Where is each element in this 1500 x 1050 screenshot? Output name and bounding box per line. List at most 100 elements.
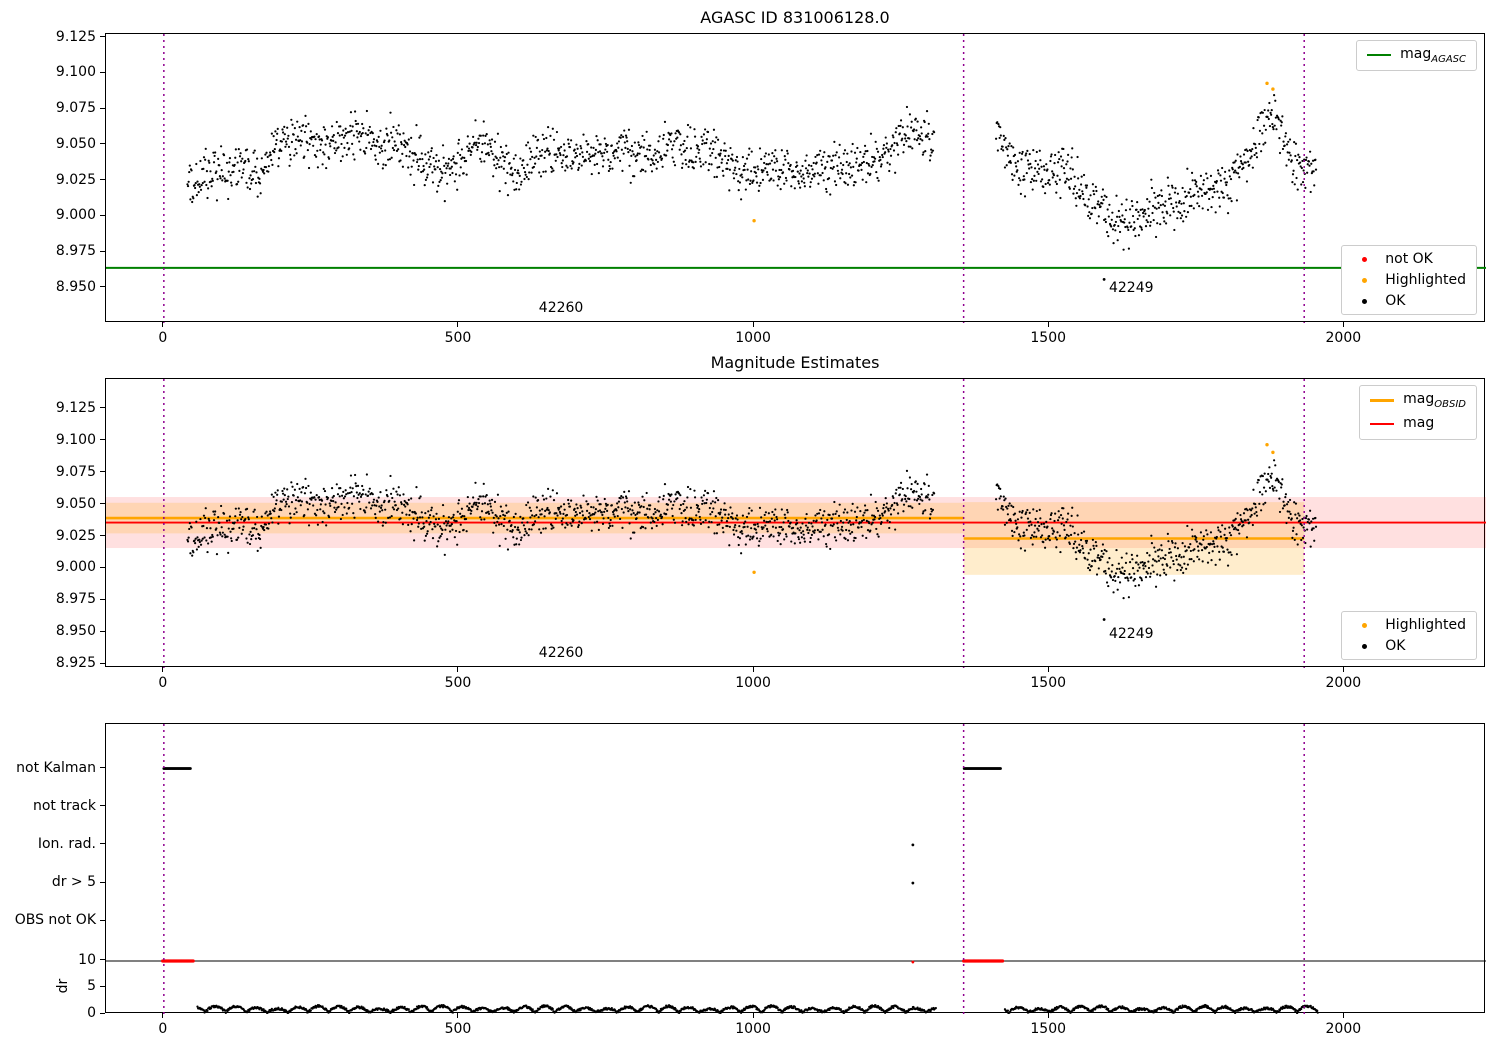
legend-entry: OK: [1352, 293, 1466, 309]
y-tick-label: 8.975: [55, 591, 96, 608]
y-tick-label: 8.925: [55, 655, 96, 672]
tick-mark: [100, 919, 105, 921]
x-tick-label: 1500: [1030, 330, 1067, 346]
obsid-label-42249: 42249: [1108, 279, 1154, 296]
tick-mark: [162, 322, 164, 327]
legend-mag-agasc: magAGASC: [1356, 40, 1477, 71]
y-tick-label: 9.025: [55, 171, 96, 188]
obsid-label-42249: 42249: [1108, 625, 1154, 642]
tick-mark: [100, 503, 105, 505]
tick-mark: [100, 71, 105, 73]
legend-label: OK: [1385, 638, 1406, 654]
legend-entry: Highlighted: [1352, 272, 1466, 288]
tick-mark: [1342, 1013, 1344, 1018]
y-tick-label: 8.950: [55, 278, 96, 295]
legend-entry: mag: [1370, 415, 1466, 434]
obsid-label-42260: 42260: [538, 644, 584, 661]
legend-label: Highlighted: [1385, 617, 1466, 633]
legend-label: Highlighted: [1385, 272, 1466, 288]
tick-mark: [100, 179, 105, 181]
tick-mark: [100, 143, 105, 145]
category-label: Ion. rad.: [37, 835, 96, 852]
tick-mark: [100, 1012, 105, 1014]
red-line-marker: [1370, 423, 1395, 426]
y-tick-label: 9.075: [55, 463, 96, 480]
x-tick-label: 500: [444, 675, 472, 691]
tick-mark: [100, 881, 105, 883]
tick-mark: [1047, 322, 1049, 327]
legend-label: OK: [1385, 293, 1406, 309]
tick-mark: [1342, 667, 1344, 672]
plot-title: AGASC ID 831006128.0: [700, 8, 890, 27]
y-tick-label: 9.050: [55, 135, 96, 152]
tick-mark: [100, 805, 105, 807]
dr-tick-label: 10: [78, 951, 96, 968]
tick-mark: [457, 667, 459, 672]
tick-mark: [752, 667, 754, 672]
obsid-label-42260: 42260: [538, 299, 584, 316]
y-tick-label: 9.125: [55, 28, 96, 45]
flags-plot: [105, 723, 1486, 1014]
dr-axis-label: dr: [55, 979, 71, 994]
tick-mark: [100, 598, 105, 600]
black-dot-marker: [1361, 643, 1367, 649]
legend-entry: Highlighted: [1352, 617, 1466, 633]
tick-mark: [1047, 1013, 1049, 1018]
legend-label: magAGASC: [1400, 46, 1466, 65]
x-tick-label: 1000: [735, 1021, 771, 1037]
x-tick-label: 1000: [735, 675, 771, 691]
category-label: OBS not OK: [14, 912, 96, 929]
tick-mark: [457, 1013, 459, 1018]
magnitude-plot-canvas: [106, 34, 1486, 323]
red-dot-marker: [1361, 256, 1367, 262]
tick-mark: [100, 535, 105, 537]
x-tick-label: 0: [158, 1021, 168, 1037]
tick-mark: [457, 322, 459, 327]
tick-mark: [1047, 667, 1049, 672]
x-tick-label: 0: [158, 330, 168, 346]
tick-mark: [162, 1013, 164, 1018]
y-tick-label: 9.100: [55, 64, 96, 81]
category-label: dr > 5: [51, 874, 96, 891]
x-tick-label: 500: [444, 1021, 472, 1037]
flags-plot-canvas: [106, 724, 1486, 1014]
dr-tick-label: 5: [87, 978, 96, 995]
legend-entry: not OK: [1352, 251, 1466, 267]
tick-mark: [100, 439, 105, 441]
tick-mark: [100, 959, 105, 961]
tick-mark: [100, 471, 105, 473]
legend-point-types: not OK Highlighted OK: [1341, 245, 1477, 315]
tick-mark: [752, 1013, 754, 1018]
legend-label: magOBSID: [1403, 391, 1466, 410]
y-tick-label: 9.025: [55, 527, 96, 544]
y-tick-label: 9.000: [55, 559, 96, 576]
legend-entry: magOBSID: [1370, 391, 1466, 410]
tick-mark: [162, 667, 164, 672]
magnitude-estimates-canvas: [106, 379, 1486, 668]
tick-mark: [752, 322, 754, 327]
plot-title: Magnitude Estimates: [710, 353, 880, 372]
tick-mark: [100, 107, 105, 109]
y-tick-label: 8.975: [55, 243, 96, 260]
tick-mark: [100, 566, 105, 568]
category-label: not track: [32, 797, 96, 814]
x-tick-label: 2000: [1325, 675, 1362, 691]
legend-entry: OK: [1352, 638, 1466, 654]
x-tick-label: 2000: [1325, 330, 1362, 346]
y-tick-label: 9.000: [55, 207, 96, 224]
orange-dot-marker: [1361, 277, 1367, 283]
orange-line-marker: [1370, 398, 1395, 402]
tick-mark: [100, 843, 105, 845]
tick-mark: [100, 662, 105, 664]
tick-mark: [100, 630, 105, 632]
dr-tick-label: 0: [87, 1005, 96, 1021]
magnitude-plot: AGASC ID 831006128.0 magAGASC not OK Hig…: [105, 8, 1486, 323]
x-tick-label: 2000: [1325, 1021, 1362, 1037]
legend-label: mag: [1403, 414, 1435, 431]
black-dot-marker: [1361, 298, 1367, 304]
x-tick-label: 500: [444, 330, 472, 346]
x-tick-label: 0: [158, 675, 168, 691]
legend-point-types: Highlighted OK: [1341, 611, 1477, 660]
x-tick-label: 1500: [1030, 1021, 1067, 1037]
